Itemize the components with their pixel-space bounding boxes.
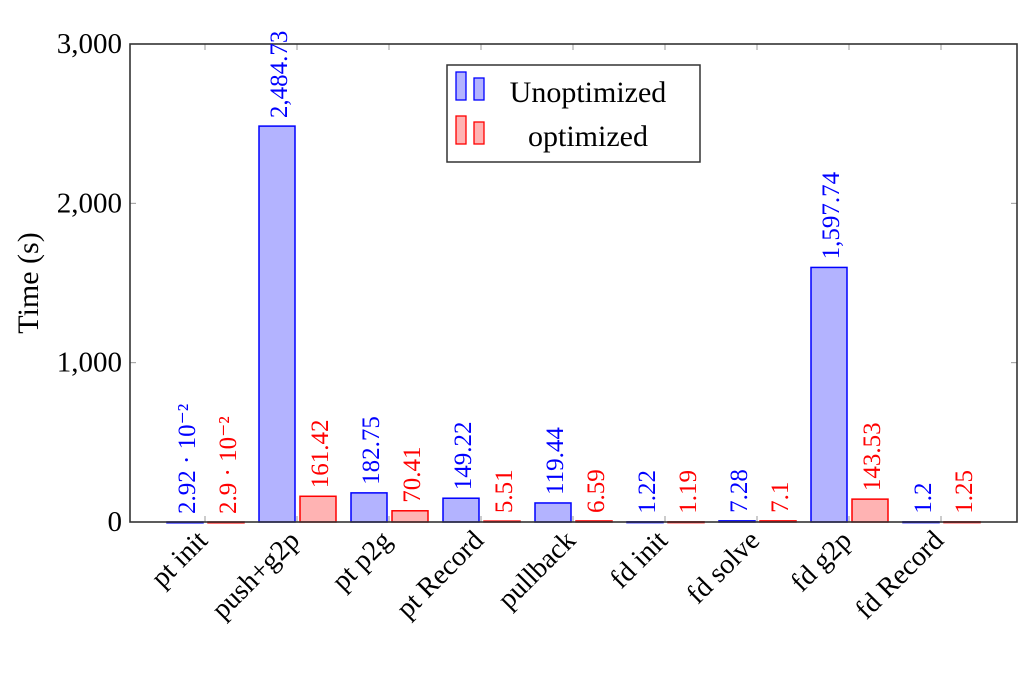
value-label: 2.92 · 10⁻² [174,404,201,514]
x-tick-label: fd solve [681,525,766,610]
x-tick-label: pt p2g [326,525,398,597]
y-tick-label: 2,000 [57,187,122,219]
legend: Unoptimized optimized [446,64,701,163]
x-tick-label: push+g2p [206,525,306,625]
plot-frame [129,43,1018,523]
legend-label: Unoptimized [510,76,667,109]
legend-swatch [455,115,467,145]
bar-optimized [851,498,889,523]
bar-optimized [299,495,337,523]
value-label: 1,597.74 [818,171,845,259]
value-label: 1.25 [951,470,978,514]
value-label: 7.28 [726,469,753,513]
value-label: 1.2 [910,483,937,514]
y-tick-label: 1,000 [57,347,122,379]
x-tick-label: fd init [604,525,674,595]
y-axis-label: Time (s) [12,232,45,333]
bar-unoptimized [258,125,296,523]
value-label: 149.22 [450,421,477,490]
value-label: 182.75 [358,416,385,485]
y-tick-label: 0 [108,506,123,538]
value-label: 1.22 [634,470,661,514]
value-label: 143.53 [859,422,886,491]
bar-optimized [391,510,429,523]
value-label: 119.44 [542,427,569,495]
bar-unoptimized [350,492,388,523]
value-label: 6.59 [583,469,610,513]
x-tick-label: pullback [492,525,582,615]
legend-swatch [473,121,485,145]
value-label: 7.1 [767,482,794,513]
value-label: 161.42 [307,420,334,489]
value-label: 2.9 · 10⁻² [215,416,242,514]
x-tick-label: fd g2p [785,525,858,598]
bar-unoptimized [534,502,572,523]
legend-swatch [455,71,467,101]
legend-label: optimized [528,120,648,153]
y-tick-label: 3,000 [57,28,122,60]
x-tick-label: fd Record [849,525,950,626]
bar-unoptimized [810,266,848,523]
x-tick-label: pt init [145,525,214,594]
value-label: 2,484.73 [266,31,293,119]
value-label: 1.19 [675,470,702,514]
value-label: 5.51 [491,469,518,513]
legend-swatch [473,77,485,101]
x-tick-label: pt Record [391,525,490,624]
bar-unoptimized [442,497,480,523]
value-label: 70.41 [399,447,426,503]
